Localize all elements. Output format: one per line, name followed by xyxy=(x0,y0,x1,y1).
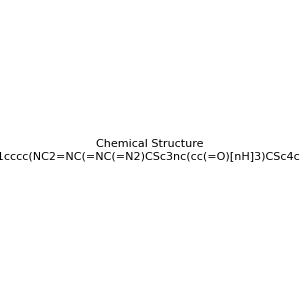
Text: Chemical Structure
Cc1cccc(NC2=NC(=NC(=N2)CSc3nc(cc(=O)[nH]3)CSc4ccc(: Chemical Structure Cc1cccc(NC2=NC(=NC(=N… xyxy=(0,139,300,161)
